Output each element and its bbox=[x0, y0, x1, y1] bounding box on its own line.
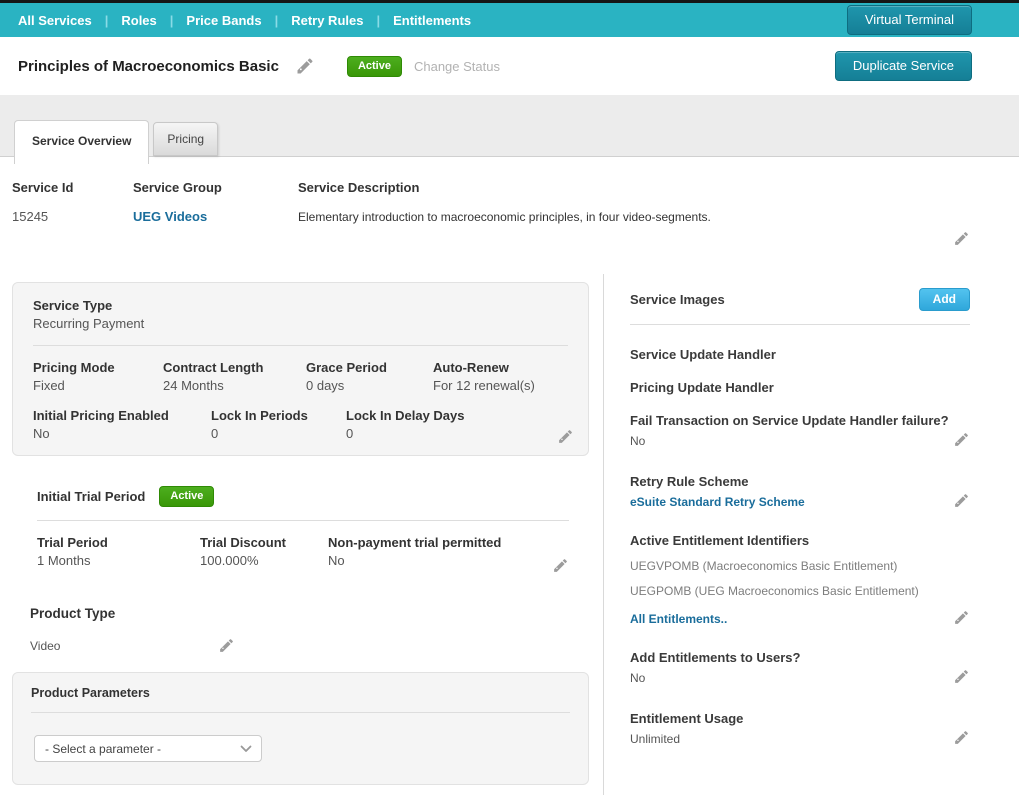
service-info-row: Service Id 15245 Service Group UEG Video… bbox=[0, 157, 1019, 252]
lock-in-delay-days-value: 0 bbox=[346, 426, 354, 441]
edit-add-entitlements-pencil-icon[interactable] bbox=[953, 668, 970, 685]
edit-fail-transaction-pencil-icon[interactable] bbox=[953, 431, 970, 448]
tab-service-overview[interactable]: Service Overview bbox=[14, 120, 150, 164]
entitlement-usage-section: Entitlement Usage Unlimited bbox=[630, 711, 970, 746]
service-id-value: 15245 bbox=[12, 209, 49, 224]
left-column: Service Type Recurring Payment Pricing M… bbox=[0, 274, 604, 795]
entitlement-item: UEGPOMB (UEG Macroeconomics Basic Entitl… bbox=[630, 584, 919, 598]
nav-item-all-services[interactable]: All Services bbox=[18, 12, 92, 28]
lock-in-delay-days-label: Lock In Delay Days bbox=[346, 408, 465, 423]
retry-rule-scheme-link[interactable]: eSuite Standard Retry Scheme bbox=[630, 495, 805, 509]
divider bbox=[33, 345, 568, 346]
non-payment-trial-value: No bbox=[328, 553, 345, 568]
entitlement-identifiers-section: Active Entitlement Identifiers UEGVPOMB … bbox=[630, 533, 970, 626]
main-nav: All Services | Roles | Price Bands | Ret… bbox=[0, 3, 1019, 37]
nav-separator: | bbox=[376, 12, 381, 28]
product-parameters-title: Product Parameters bbox=[31, 686, 150, 700]
edit-product-type-pencil-icon[interactable] bbox=[218, 637, 235, 654]
edit-description-pencil-icon[interactable] bbox=[953, 230, 970, 247]
tab-bar: Service Overview Pricing bbox=[0, 95, 1019, 164]
change-status-link[interactable]: Change Status bbox=[413, 58, 500, 74]
initial-trial-period-section: Initial Trial Period Active Trial Period… bbox=[12, 486, 589, 572]
service-images-title: Service Images bbox=[630, 292, 725, 307]
nav-item-retry-rules[interactable]: Retry Rules bbox=[291, 12, 364, 28]
trial-discount-label: Trial Discount bbox=[200, 535, 286, 550]
product-type-section: Product Type Video bbox=[30, 606, 589, 654]
nav-item-roles[interactable]: Roles bbox=[121, 12, 157, 28]
divider bbox=[37, 520, 569, 521]
trial-status-badge: Active bbox=[159, 486, 215, 507]
service-id-label: Service Id bbox=[12, 180, 74, 195]
entitlement-item: UEGVPOMB (Macroeconomics Basic Entitleme… bbox=[630, 559, 898, 573]
product-type-label: Product Type bbox=[30, 606, 116, 621]
nav-separator: | bbox=[274, 12, 279, 28]
service-group-link[interactable]: UEG Videos bbox=[133, 209, 208, 224]
auto-renew-value: For 12 renewal(s) bbox=[433, 378, 535, 393]
add-entitlements-value: No bbox=[630, 671, 646, 685]
pricing-update-handler-title: Pricing Update Handler bbox=[630, 380, 774, 395]
product-type-value: Video bbox=[30, 638, 61, 653]
trial-period-value: 1 Months bbox=[37, 553, 91, 568]
edit-entitlements-pencil-icon[interactable] bbox=[953, 609, 970, 626]
service-type-value: Recurring Payment bbox=[33, 316, 145, 331]
trial-discount-value: 100.000% bbox=[200, 553, 259, 568]
window-top-strip bbox=[0, 0, 1019, 3]
service-header: Principles of Macroeconomics Basic Activ… bbox=[0, 37, 1019, 95]
page-title: Principles of Macroeconomics Basic bbox=[18, 57, 279, 75]
pricing-mode-label: Pricing Mode bbox=[33, 360, 115, 375]
product-parameters-box: Product Parameters - Select a parameter … bbox=[12, 672, 589, 785]
service-group-label: Service Group bbox=[133, 180, 222, 195]
trial-period-label: Trial Period bbox=[37, 535, 108, 550]
nav-separator: | bbox=[104, 12, 109, 28]
fail-transaction-title: Fail Transaction on Service Update Handl… bbox=[630, 413, 949, 428]
edit-retry-rule-pencil-icon[interactable] bbox=[953, 492, 970, 509]
entitlement-identifiers-title: Active Entitlement Identifiers bbox=[630, 533, 810, 548]
nav-separator: | bbox=[169, 12, 174, 28]
initial-pricing-enabled-value: No bbox=[33, 426, 50, 441]
fail-transaction-section: Fail Transaction on Service Update Handl… bbox=[630, 413, 970, 448]
divider bbox=[31, 712, 570, 713]
tab-pricing[interactable]: Pricing bbox=[153, 122, 219, 156]
service-type-label: Service Type bbox=[33, 298, 113, 313]
retry-rule-scheme-title: Retry Rule Scheme bbox=[630, 474, 749, 489]
parameter-select[interactable]: - Select a parameter - bbox=[34, 735, 262, 762]
service-description-label: Service Description bbox=[298, 180, 420, 195]
add-entitlements-section: Add Entitlements to Users? No bbox=[630, 650, 970, 685]
initial-pricing-enabled-label: Initial Pricing Enabled bbox=[33, 408, 169, 423]
all-entitlements-link[interactable]: All Entitlements.. bbox=[630, 612, 728, 626]
retry-rule-scheme-section: Retry Rule Scheme eSuite Standard Retry … bbox=[630, 474, 970, 509]
nav-item-entitlements[interactable]: Entitlements bbox=[393, 12, 472, 28]
add-entitlements-title: Add Entitlements to Users? bbox=[630, 650, 801, 665]
initial-trial-period-title: Initial Trial Period bbox=[37, 489, 146, 504]
edit-entitlement-usage-pencil-icon[interactable] bbox=[953, 729, 970, 746]
virtual-terminal-button[interactable]: Virtual Terminal bbox=[846, 5, 972, 35]
grace-period-label: Grace Period bbox=[306, 360, 387, 375]
lock-in-periods-label: Lock In Periods bbox=[211, 408, 308, 423]
service-description-value: Elementary introduction to macroeconomic… bbox=[298, 210, 711, 224]
service-update-handler-title: Service Update Handler bbox=[630, 347, 776, 362]
service-settings-box: Service Type Recurring Payment Pricing M… bbox=[12, 282, 589, 456]
status-badge: Active bbox=[346, 55, 402, 77]
right-column: Service Images Add Service Update Handle… bbox=[604, 274, 1019, 795]
fail-transaction-value: No bbox=[630, 434, 646, 448]
contract-length-label: Contract Length bbox=[163, 360, 264, 375]
nav-item-price-bands[interactable]: Price Bands bbox=[186, 12, 262, 28]
entitlement-usage-value: Unlimited bbox=[630, 732, 681, 746]
lock-in-periods-value: 0 bbox=[211, 426, 219, 441]
edit-title-pencil-icon[interactable] bbox=[295, 56, 315, 76]
edit-settings-pencil-icon[interactable] bbox=[557, 428, 574, 445]
add-service-image-button[interactable]: Add bbox=[918, 288, 970, 311]
duplicate-service-button[interactable]: Duplicate Service bbox=[834, 51, 972, 81]
entitlement-usage-title: Entitlement Usage bbox=[630, 711, 744, 726]
non-payment-trial-label: Non-payment trial permitted bbox=[328, 535, 502, 550]
divider bbox=[630, 324, 970, 325]
pricing-mode-value: Fixed bbox=[33, 378, 65, 393]
auto-renew-label: Auto-Renew bbox=[433, 360, 509, 375]
grace-period-value: 0 days bbox=[306, 378, 345, 393]
edit-trial-pencil-icon[interactable] bbox=[552, 557, 569, 574]
contract-length-value: 24 Months bbox=[163, 378, 224, 393]
